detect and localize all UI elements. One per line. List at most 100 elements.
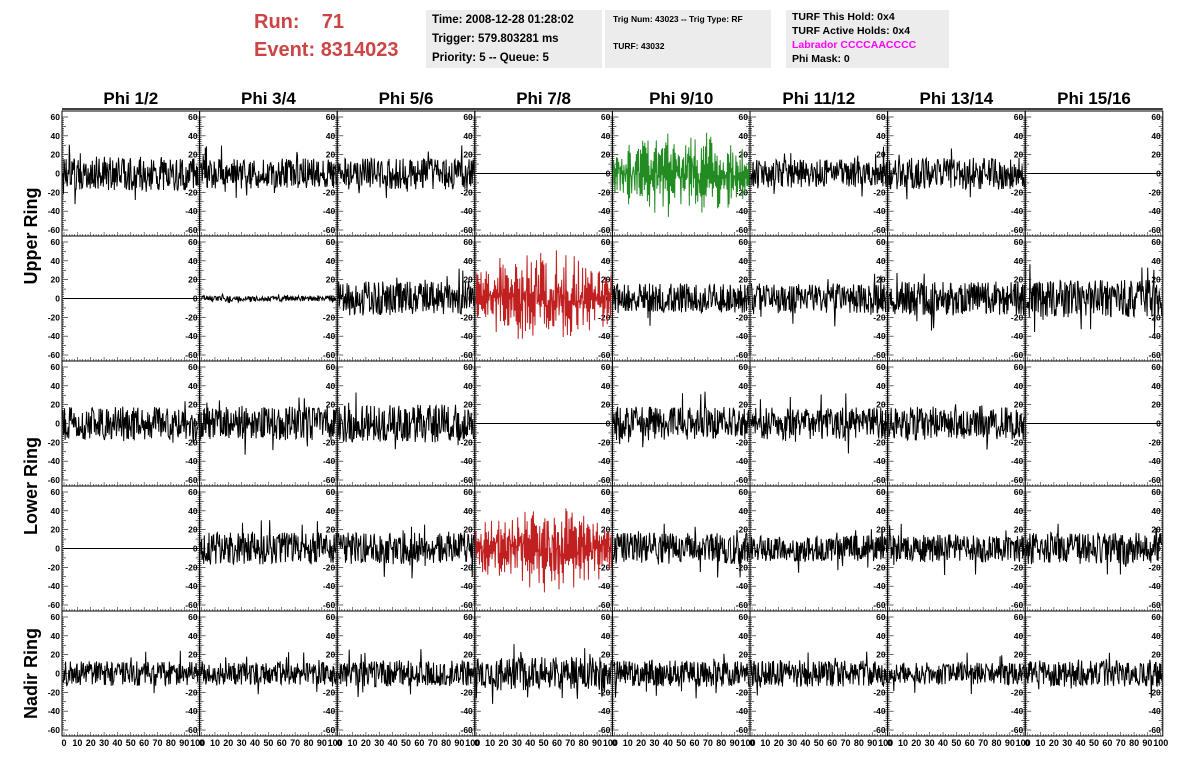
y-tick-label: 40: [463, 256, 473, 266]
time-info-box: Time: 2008-12-28 01:28:02 Trigger: 579.8…: [426, 10, 602, 68]
y-tick-label: -40: [1149, 456, 1162, 466]
y-tick-label: 40: [1151, 256, 1161, 266]
y-tick-label: -60: [323, 475, 336, 485]
y-tick-label: -40: [873, 206, 886, 216]
y-tick-label: -60: [48, 600, 61, 610]
y-tick-label: 40: [188, 506, 198, 516]
waveform-trace: [200, 397, 337, 455]
y-tick-label: -40: [48, 456, 61, 466]
y-tick-label: -60: [461, 225, 474, 235]
y-tick-label: -20: [48, 187, 61, 197]
y-tick-label: -40: [461, 456, 474, 466]
y-tick-label: -60: [185, 475, 198, 485]
y-tick-label: -20: [48, 437, 61, 447]
y-tick-label: 60: [739, 362, 749, 372]
column-header: Phi 15/16: [1057, 89, 1131, 108]
y-tick-label: -40: [598, 456, 611, 466]
labrador-text: Labrador CCCCAACCCC: [792, 39, 917, 51]
y-tick-label: -40: [323, 456, 336, 466]
y-tick-label: -40: [323, 581, 336, 591]
y-tick-label: -60: [48, 225, 61, 235]
y-tick-label: 60: [739, 112, 749, 122]
y-tick-label: 20: [1151, 400, 1161, 410]
ring-label: Nadir Ring: [21, 628, 41, 719]
y-tick-label: 20: [188, 150, 198, 160]
waveform-trace: [888, 272, 1025, 331]
waveform-trace: [337, 524, 475, 579]
y-tick-label: 20: [463, 275, 473, 285]
y-tick-label: -20: [736, 187, 749, 197]
y-tick-label: -20: [461, 187, 474, 197]
waveform-trace: [750, 393, 888, 454]
y-tick-label: -40: [323, 331, 336, 341]
column-header: Phi 11/12: [782, 89, 855, 108]
y-tick-label: 60: [601, 112, 611, 122]
y-tick-label: 60: [188, 487, 198, 497]
y-tick-label: -20: [461, 437, 474, 447]
y-tick-label: -20: [323, 562, 336, 572]
y-tick-label: -60: [461, 350, 474, 360]
y-tick-label: 20: [463, 400, 473, 410]
y-tick-label: -40: [185, 331, 198, 341]
y-tick-label: 40: [326, 506, 336, 516]
waveform-trace: [750, 273, 888, 327]
y-tick-label: 20: [326, 150, 336, 160]
y-tick-label: 20: [188, 525, 198, 535]
y-tick-label: -40: [873, 456, 886, 466]
waveform-trace: [337, 268, 475, 316]
y-tick-label: -60: [323, 600, 336, 610]
y-tick-label: -60: [736, 225, 749, 235]
event-line: Event: 8314023: [254, 36, 399, 64]
y-tick-label: -40: [185, 206, 198, 216]
y-tick-label: 60: [739, 237, 749, 247]
y-tick-label: -20: [461, 312, 474, 322]
turf-text: TURF: 43032: [613, 41, 665, 51]
y-tick-label: 20: [739, 275, 749, 285]
y-tick-label: 20: [326, 400, 336, 410]
y-tick-label: -20: [48, 312, 61, 322]
y-tick-label: -40: [461, 331, 474, 341]
y-tick-label: 20: [188, 275, 198, 285]
y-tick-label: 40: [739, 131, 749, 141]
waveform-trace: [1025, 264, 1163, 333]
y-tick-label: 40: [188, 256, 198, 266]
y-tick-label: 40: [51, 506, 61, 516]
y-tick-label: -20: [736, 437, 749, 447]
y-tick-label: 60: [326, 362, 336, 372]
waveform-trace: [888, 404, 1025, 450]
y-tick-label: 20: [1014, 150, 1024, 160]
y-tick-label: -20: [185, 437, 198, 447]
y-tick-label: 20: [51, 400, 61, 410]
y-tick-label: -60: [185, 350, 198, 360]
y-tick-label: 40: [1014, 256, 1024, 266]
y-tick-label: 20: [601, 150, 611, 160]
trig-text: Trig Num: 43023 -- Trig Type: RF: [613, 14, 743, 24]
y-tick-label: 20: [876, 400, 886, 410]
y-tick-label: 20: [51, 525, 61, 535]
column-header: Phi 13/14: [920, 89, 994, 108]
turf-info-box: TURF This Hold: 0x4 TURF Active Holds: 0…: [786, 10, 949, 68]
y-tick-label: 60: [1014, 237, 1024, 247]
y-tick-label: 40: [1151, 381, 1161, 391]
y-tick-label: -40: [736, 206, 749, 216]
waveform-trace: [62, 144, 200, 205]
turf-active-holds-text: TURF Active Holds: 0x4: [792, 25, 911, 37]
y-tick-label: 40: [876, 381, 886, 391]
y-tick-label: 20: [463, 525, 473, 535]
y-tick-label: 60: [876, 362, 886, 372]
y-tick-label: -40: [1149, 206, 1162, 216]
y-tick-label: -60: [461, 475, 474, 485]
event-value: 8314023: [320, 39, 399, 61]
y-tick-label: 0: [55, 294, 60, 304]
y-tick-label: 60: [188, 362, 198, 372]
y-tick-label: 60: [601, 237, 611, 247]
y-tick-label: -20: [185, 187, 198, 197]
y-tick-label: -20: [323, 312, 336, 322]
waveform-trace: [612, 132, 750, 217]
y-tick-label: 20: [326, 275, 336, 285]
y-tick-label: -60: [598, 475, 611, 485]
y-tick-label: 60: [1151, 362, 1161, 372]
y-tick-label: -40: [598, 206, 611, 216]
y-tick-label: 40: [876, 256, 886, 266]
